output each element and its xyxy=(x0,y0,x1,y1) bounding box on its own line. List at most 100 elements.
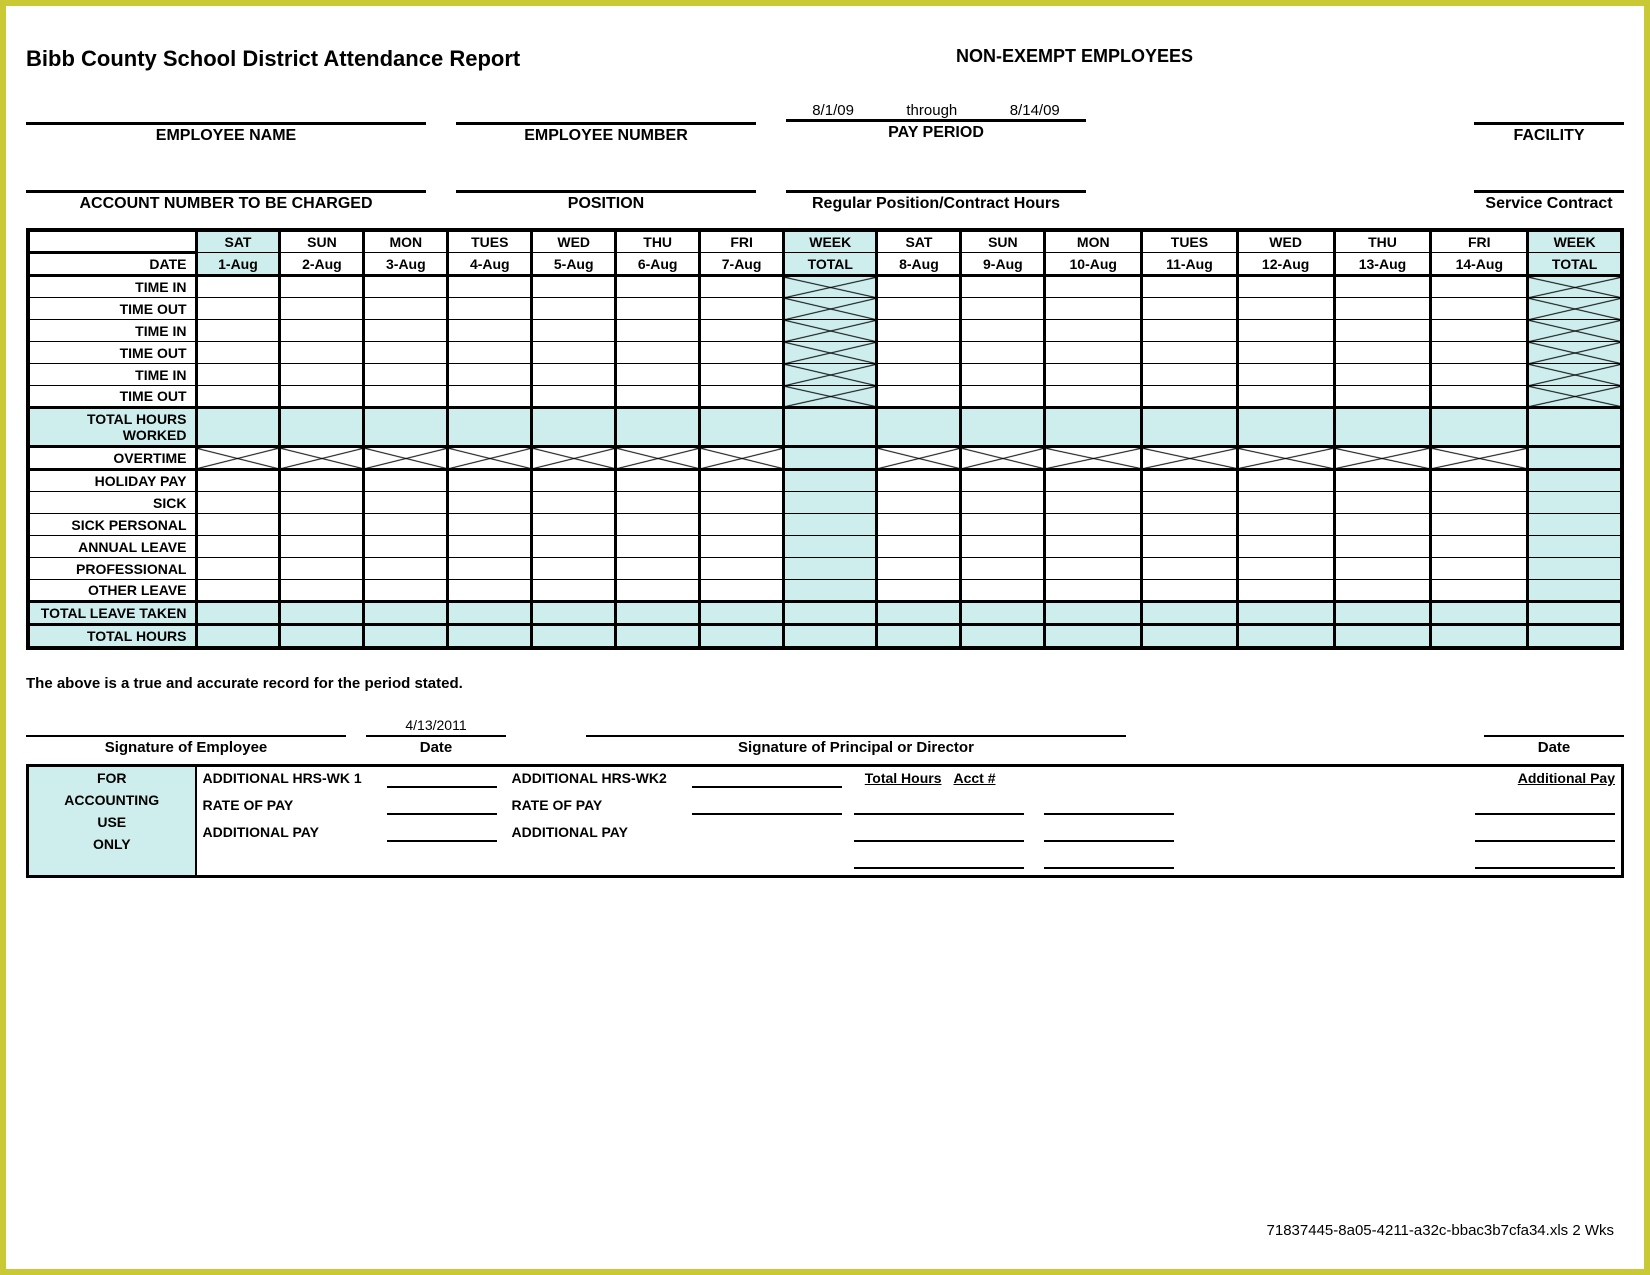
time-cell[interactable] xyxy=(961,386,1045,408)
time-cell[interactable] xyxy=(532,276,616,298)
leave-cell[interactable] xyxy=(1237,536,1334,558)
time-cell[interactable] xyxy=(1237,386,1334,408)
leave-cell[interactable] xyxy=(1045,580,1142,602)
time-cell[interactable] xyxy=(532,320,616,342)
time-cell[interactable] xyxy=(1334,386,1431,408)
time-cell[interactable] xyxy=(700,364,784,386)
leave-cell[interactable] xyxy=(616,580,700,602)
leave-cell[interactable] xyxy=(700,580,784,602)
leave-cell[interactable] xyxy=(196,580,280,602)
time-cell[interactable] xyxy=(1045,298,1142,320)
time-cell[interactable] xyxy=(280,386,364,408)
leave-cell[interactable] xyxy=(1045,470,1142,492)
leave-cell[interactable] xyxy=(877,580,961,602)
leave-cell[interactable] xyxy=(1045,558,1142,580)
time-cell[interactable] xyxy=(1334,298,1431,320)
leave-cell[interactable] xyxy=(700,514,784,536)
addpay-val-1[interactable] xyxy=(387,824,497,842)
time-cell[interactable] xyxy=(1142,364,1238,386)
leave-cell[interactable] xyxy=(1431,580,1528,602)
leave-cell[interactable] xyxy=(1431,514,1528,536)
leave-cell[interactable] xyxy=(616,536,700,558)
time-cell[interactable] xyxy=(961,342,1045,364)
leave-cell[interactable] xyxy=(532,470,616,492)
time-cell[interactable] xyxy=(448,298,532,320)
leave-cell[interactable] xyxy=(1045,536,1142,558)
time-cell[interactable] xyxy=(196,386,280,408)
leave-cell[interactable] xyxy=(448,514,532,536)
time-cell[interactable] xyxy=(1045,276,1142,298)
time-cell[interactable] xyxy=(961,276,1045,298)
time-cell[interactable] xyxy=(1142,320,1238,342)
leave-cell[interactable] xyxy=(1142,514,1238,536)
leave-cell[interactable] xyxy=(877,514,961,536)
time-cell[interactable] xyxy=(1237,276,1334,298)
leave-cell[interactable] xyxy=(1045,492,1142,514)
leave-cell[interactable] xyxy=(532,492,616,514)
leave-cell[interactable] xyxy=(280,492,364,514)
time-cell[interactable] xyxy=(280,298,364,320)
time-cell[interactable] xyxy=(1334,320,1431,342)
leave-cell[interactable] xyxy=(532,514,616,536)
leave-cell[interactable] xyxy=(196,558,280,580)
time-cell[interactable] xyxy=(364,276,448,298)
time-cell[interactable] xyxy=(1045,320,1142,342)
time-cell[interactable] xyxy=(196,298,280,320)
leave-cell[interactable] xyxy=(961,470,1045,492)
time-cell[interactable] xyxy=(280,320,364,342)
leave-cell[interactable] xyxy=(961,514,1045,536)
time-cell[interactable] xyxy=(1334,276,1431,298)
time-cell[interactable] xyxy=(961,298,1045,320)
time-cell[interactable] xyxy=(1237,298,1334,320)
time-cell[interactable] xyxy=(877,276,961,298)
add-hrs-wk2-field[interactable] xyxy=(692,770,842,788)
leave-cell[interactable] xyxy=(1142,536,1238,558)
leave-cell[interactable] xyxy=(961,580,1045,602)
leave-cell[interactable] xyxy=(616,514,700,536)
leave-cell[interactable] xyxy=(1334,470,1431,492)
leave-cell[interactable] xyxy=(1237,470,1334,492)
leave-cell[interactable] xyxy=(1431,536,1528,558)
time-cell[interactable] xyxy=(616,276,700,298)
ot-total[interactable] xyxy=(784,447,877,470)
time-cell[interactable] xyxy=(532,342,616,364)
leave-cell[interactable] xyxy=(1334,558,1431,580)
time-cell[interactable] xyxy=(1431,320,1528,342)
leave-cell[interactable] xyxy=(877,492,961,514)
time-cell[interactable] xyxy=(280,364,364,386)
time-cell[interactable] xyxy=(616,342,700,364)
time-cell[interactable] xyxy=(1237,342,1334,364)
leave-cell[interactable] xyxy=(616,492,700,514)
leave-cell[interactable] xyxy=(877,558,961,580)
leave-cell[interactable] xyxy=(280,558,364,580)
leave-cell[interactable] xyxy=(1142,580,1238,602)
leave-cell[interactable] xyxy=(280,514,364,536)
time-cell[interactable] xyxy=(1142,386,1238,408)
th-acct-field-3[interactable] xyxy=(854,851,1024,869)
time-cell[interactable] xyxy=(1237,364,1334,386)
leave-cell[interactable] xyxy=(1237,580,1334,602)
time-cell[interactable] xyxy=(364,364,448,386)
leave-cell[interactable] xyxy=(961,492,1045,514)
leave-cell[interactable] xyxy=(1334,514,1431,536)
leave-cell[interactable] xyxy=(1431,492,1528,514)
leave-cell[interactable] xyxy=(1334,580,1431,602)
leave-cell[interactable] xyxy=(1142,470,1238,492)
time-cell[interactable] xyxy=(877,386,961,408)
leave-cell[interactable] xyxy=(364,536,448,558)
leave-cell[interactable] xyxy=(1334,536,1431,558)
leave-cell[interactable] xyxy=(1431,470,1528,492)
time-cell[interactable] xyxy=(1334,364,1431,386)
leave-cell[interactable] xyxy=(1237,492,1334,514)
time-cell[interactable] xyxy=(961,364,1045,386)
time-cell[interactable] xyxy=(280,342,364,364)
leave-cell[interactable] xyxy=(961,558,1045,580)
time-cell[interactable] xyxy=(1431,342,1528,364)
rate-field-2[interactable] xyxy=(692,797,842,815)
leave-cell[interactable] xyxy=(364,492,448,514)
leave-cell[interactable] xyxy=(532,580,616,602)
time-cell[interactable] xyxy=(1142,298,1238,320)
leave-cell[interactable] xyxy=(700,558,784,580)
leave-cell[interactable] xyxy=(877,536,961,558)
addpay-field-2[interactable] xyxy=(1475,824,1615,842)
